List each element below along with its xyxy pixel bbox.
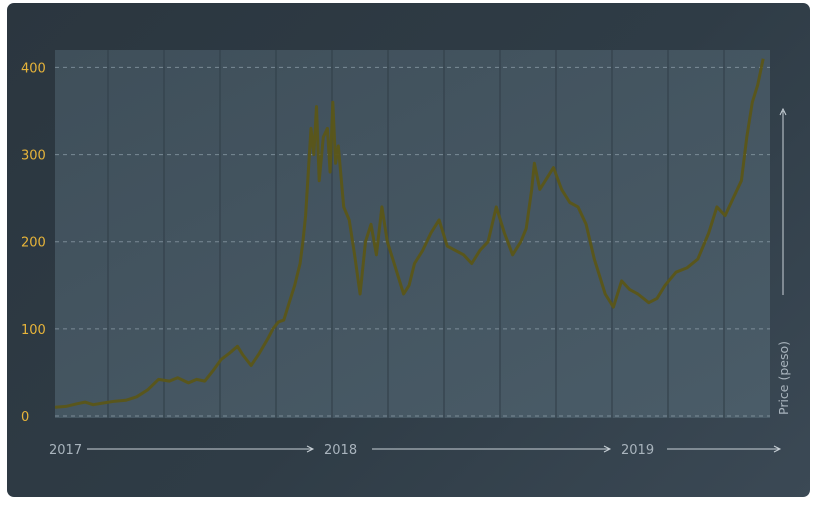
chart-card: 0 100 200 300 400 2017 2018 2019 Price (peso) <box>7 3 810 497</box>
x-axis-arrow-head <box>773 445 782 453</box>
y-axis-arrow-head <box>779 107 787 116</box>
y-tick-label: 200 <box>21 236 46 251</box>
x-axis-arrow-head <box>306 445 315 453</box>
y-axis-label-group: Price (peso) <box>776 107 791 415</box>
y-tick-label: 300 <box>21 149 46 164</box>
x-year-label: 2017 <box>49 443 82 458</box>
x-axis-arrow-head <box>603 445 612 453</box>
plot-area <box>55 50 770 418</box>
price-series-line <box>54 58 765 409</box>
price-chart: 0 100 200 300 400 2017 2018 2019 Price (peso) <box>21 50 791 458</box>
y-tick-labels: 0 100 200 300 400 <box>21 61 46 425</box>
horizontal-grid <box>55 66 770 417</box>
x-axis: 2017 2018 2019 <box>49 443 782 458</box>
y-tick-label: 0 <box>21 410 29 425</box>
y-axis-label: Price (peso) <box>776 341 791 415</box>
x-year-label: 2019 <box>621 443 654 458</box>
vertical-grid <box>107 50 725 418</box>
x-year-label: 2018 <box>324 443 357 458</box>
y-tick-label: 400 <box>21 61 46 76</box>
y-tick-label: 100 <box>21 323 46 338</box>
